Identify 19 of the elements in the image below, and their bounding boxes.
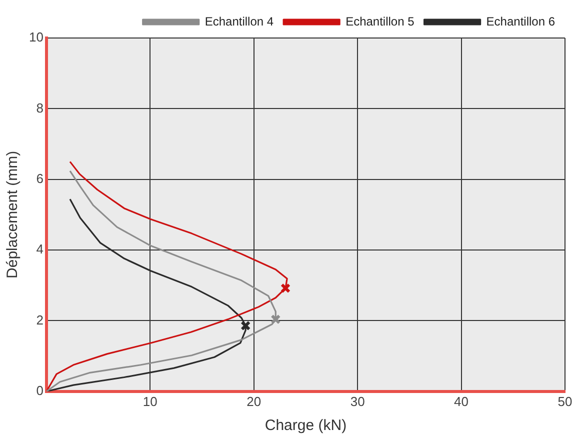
y-tick-label: 6 [36, 170, 44, 186]
point [240, 320, 251, 331]
y-tick-label: 2 [36, 312, 44, 328]
x-tick-label: 20 [246, 394, 262, 409]
x-tick-label: 30 [350, 394, 365, 409]
y-tick-label: 0 [36, 382, 44, 398]
x-tick-label: 10 [142, 394, 158, 409]
x-tick-label: 50 [558, 394, 572, 409]
point [270, 314, 281, 324]
legend-label: Echantillon 6 [486, 14, 556, 28]
point [280, 283, 291, 294]
y-tick-label: 10 [28, 30, 44, 45]
legend-label: Echantillon 4 [204, 14, 274, 28]
x-tick-label: 40 [454, 394, 469, 409]
y-tick-label: 8 [36, 100, 44, 116]
x-axis-title: Charge (kN) [264, 417, 347, 434]
y-tick-label: 4 [36, 242, 44, 257]
y-axis-title: Déplacement (mm) [4, 150, 22, 278]
legend-label: Echantillon 5 [346, 14, 415, 28]
